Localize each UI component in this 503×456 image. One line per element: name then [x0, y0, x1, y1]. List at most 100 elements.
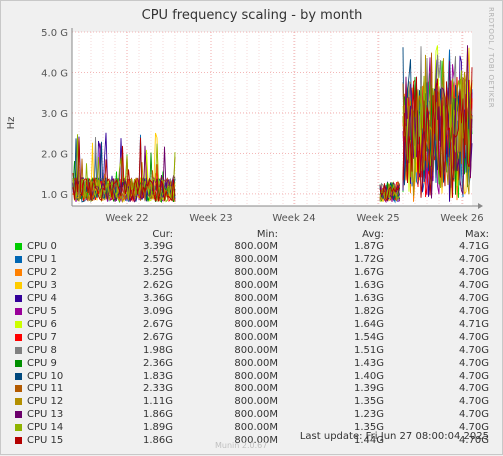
legend-row: CPU 8 1.98G 800.00M 1.51G 4.70G [15, 345, 495, 358]
legend-series-name: CPU 12 [27, 396, 64, 408]
legend-row: CPU 6 2.67G 800.00M 1.64G 4.71G [15, 319, 495, 332]
legend-row: CPU 5 3.09G 800.00M 1.82G 4.70G [15, 306, 495, 319]
legend-max-value: 4.70G [458, 383, 489, 395]
legend-swatch [15, 268, 22, 276]
legend-row: CPU 3 2.62G 800.00M 1.63G 4.70G [15, 280, 495, 293]
x-tick-label: Week 26 [440, 213, 483, 224]
legend-min-value: 800.00M [234, 409, 278, 421]
x-tick-label: Week 23 [189, 213, 232, 224]
legend-avg-value: 1.43G [353, 357, 384, 369]
legend-header-min: Min: [256, 229, 278, 240]
legend-swatch [15, 398, 22, 406]
legend-min-value: 800.00M [234, 357, 278, 369]
legend-avg-value: 1.23G [353, 409, 384, 421]
legend-row: CPU 1 2.57G 800.00M 1.72G 4.70G [15, 254, 495, 267]
legend-cur-value: 2.62G [142, 279, 173, 291]
legend-max-value: 4.70G [458, 266, 489, 278]
legend-min-value: 800.00M [234, 331, 278, 343]
legend-max-value: 4.70G [458, 409, 489, 421]
legend-swatch [15, 385, 22, 393]
legend-avg-value: 1.54G [353, 331, 384, 343]
legend-cur-value: 1.98G [142, 344, 173, 356]
rrdtool-credit: RRDTOOL / TOBI OETIKER [487, 7, 495, 109]
y-tick-label: 3.0 G [41, 109, 68, 120]
legend-max-value: 4.70G [458, 305, 489, 317]
legend-series-name: CPU 3 [27, 279, 57, 291]
legend-swatch [15, 255, 22, 263]
legend-cur-value: 2.67G [142, 318, 173, 330]
legend-header-avg: Avg: [362, 229, 384, 240]
series-line [402, 45, 473, 199]
legend-max-value: 4.70G [458, 253, 489, 265]
legend-swatch [15, 294, 22, 302]
legend-max-value: 4.70G [458, 435, 489, 447]
legend-swatch [15, 346, 22, 354]
series-line [402, 67, 473, 198]
legend-max-value: 4.70G [458, 370, 489, 382]
legend-min-value: 800.00M [234, 396, 278, 408]
legend-min-value: 800.00M [234, 435, 278, 447]
legend-series-name: CPU 9 [27, 357, 57, 369]
legend-series-name: CPU 11 [27, 383, 64, 395]
x-axis-arrow [478, 203, 483, 209]
legend-min-value: 800.00M [234, 279, 278, 291]
legend-series-name: CPU 10 [27, 370, 64, 382]
legend-series-name: CPU 2 [27, 266, 57, 278]
legend-max-value: 4.70G [458, 422, 489, 434]
legend-row: CPU 12 1.11G 800.00M 1.35G 4.70G [15, 396, 495, 409]
legend-row: CPU 13 1.86G 800.00M 1.23G 4.70G [15, 409, 495, 422]
legend-avg-value: 1.40G [353, 370, 384, 382]
legend-header-max: Max: [464, 229, 489, 240]
y-tick-label: 2.0 G [41, 149, 68, 160]
legend-avg-value: 1.67G [353, 266, 384, 278]
x-tick-label: Week 22 [105, 213, 148, 224]
legend-min-value: 800.00M [234, 241, 278, 252]
legend-row: CPU 0 3.39G 800.00M 1.87G 4.71G [15, 241, 495, 254]
legend-cur-value: 2.33G [142, 383, 173, 395]
legend-cur-value: 1.86G [142, 409, 173, 421]
legend-swatch [15, 411, 22, 419]
legend-avg-value: 1.63G [353, 292, 384, 304]
legend-cur-value: 1.89G [142, 422, 173, 434]
legend-series-name: CPU 0 [27, 241, 57, 252]
legend-min-value: 800.00M [234, 383, 278, 395]
legend-min-value: 800.00M [234, 253, 278, 265]
y-axis-label: Hz [6, 117, 17, 130]
legend-min-value: 800.00M [234, 318, 278, 330]
legend-cur-value: 2.67G [142, 331, 173, 343]
legend-series-name: CPU 14 [27, 422, 64, 434]
legend-max-value: 4.70G [458, 279, 489, 291]
legend-cur-value: 2.36G [142, 357, 173, 369]
legend-min-value: 800.00M [234, 292, 278, 304]
chart-title: CPU frequency scaling - by month [142, 8, 363, 23]
legend-avg-value: 1.39G [353, 383, 384, 395]
legend-avg-value: 1.51G [353, 344, 384, 356]
legend-series-name: CPU 6 [27, 318, 57, 330]
legend-swatch [15, 281, 22, 289]
legend-avg-value: 1.64G [353, 318, 384, 330]
legend-avg-value: 1.82G [353, 305, 384, 317]
legend-series-name: CPU 15 [27, 435, 64, 447]
legend-swatch [15, 243, 22, 250]
legend-max-value: 4.70G [458, 357, 489, 369]
legend-avg-value: 1.72G [353, 253, 384, 265]
last-update-text: Last update: Fri Jun 27 08:00:04 2025 [299, 431, 489, 442]
legend-row: CPU 2 3.25G 800.00M 1.67G 4.70G [15, 267, 495, 280]
legend-series-name: CPU 1 [27, 253, 57, 265]
legend-max-value: 4.70G [458, 331, 489, 343]
legend-row: CPU 9 2.36G 800.00M 1.43G 4.70G [15, 358, 495, 371]
legend-series-name: CPU 7 [27, 331, 57, 343]
legend-avg-value: 1.63G [353, 279, 384, 291]
legend-max-value: 4.70G [458, 396, 489, 408]
legend-min-value: 800.00M [234, 266, 278, 278]
legend-cur-value: 3.25G [142, 266, 173, 278]
legend-swatch [15, 307, 22, 315]
legend-swatch [15, 424, 22, 432]
legend-max-value: 4.71G [458, 318, 489, 330]
legend-series-name: CPU 5 [27, 305, 57, 317]
legend-series-name: CPU 4 [27, 292, 57, 304]
y-tick-label: 4.0 G [41, 68, 68, 79]
legend-row: CPU 10 1.83G 800.00M 1.40G 4.70G [15, 371, 495, 384]
series-line [402, 70, 473, 189]
legend-cur-value: 2.57G [142, 253, 173, 265]
